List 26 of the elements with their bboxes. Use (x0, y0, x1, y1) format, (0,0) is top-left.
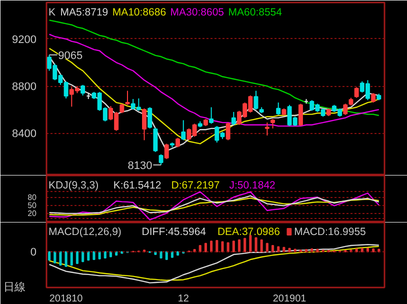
chart-title: KDJ(9,3,3) (48, 180, 99, 192)
y-tick-label: 50 (28, 201, 38, 210)
chart-title: MACD(12,26,9) (48, 226, 122, 238)
annotation: 9065 (58, 50, 83, 62)
y-tick-label: 9200 (12, 34, 37, 46)
y-tick-label: 80 (28, 193, 38, 202)
legend-label: MACD:16.9955 (294, 226, 366, 238)
x-tick-label: 12 (178, 294, 190, 304)
series-label: DEA:37.0986 (217, 226, 280, 238)
text: MA60:8554 (228, 6, 282, 18)
text: MA10:8686 (112, 6, 166, 18)
ref-line-label: 0 (30, 246, 37, 259)
x-axis-title: 日線 (3, 282, 26, 294)
text: MA5:8719 (60, 6, 108, 18)
y-tick-label: 20 (28, 209, 38, 218)
text: DIFF:45.5964 (142, 226, 206, 238)
text: K (48, 6, 56, 18)
text: MA30:8605 (170, 6, 224, 18)
annotation: 8130 (128, 160, 152, 172)
x-tick-label: 201901 (272, 294, 307, 304)
series-label: K:61.5412 (113, 180, 162, 192)
y-tick-label: 8400 (12, 128, 37, 140)
x-tick-label: 201810 (49, 294, 84, 304)
y-tick-label: 8800 (12, 81, 37, 94)
series-label: D:67.2197 (171, 180, 220, 192)
series-label: J:50.1842 (229, 180, 276, 192)
